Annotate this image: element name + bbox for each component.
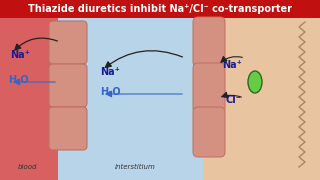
Text: H₂O: H₂O [8,75,28,85]
Text: blood: blood [18,164,38,170]
Bar [58,18,203,180]
FancyBboxPatch shape [49,107,87,150]
Bar [0,18,58,180]
Ellipse shape [248,71,262,93]
Bar [203,18,320,180]
Text: Thiazide diuretics inhibit Na⁺/Cl⁻ co-transporter: Thiazide diuretics inhibit Na⁺/Cl⁻ co-tr… [28,4,292,14]
FancyBboxPatch shape [49,21,87,64]
Text: Na⁺: Na⁺ [100,67,120,77]
FancyBboxPatch shape [193,107,225,157]
Text: Na⁺: Na⁺ [222,60,242,70]
FancyBboxPatch shape [193,63,225,113]
Text: Na⁺: Na⁺ [10,50,30,60]
Text: interstitium: interstitium [115,164,156,170]
FancyBboxPatch shape [193,17,225,67]
FancyBboxPatch shape [49,64,87,107]
Text: H₂O: H₂O [100,87,121,97]
Bar [0,0,320,18]
Text: Cl⁻: Cl⁻ [225,95,241,105]
